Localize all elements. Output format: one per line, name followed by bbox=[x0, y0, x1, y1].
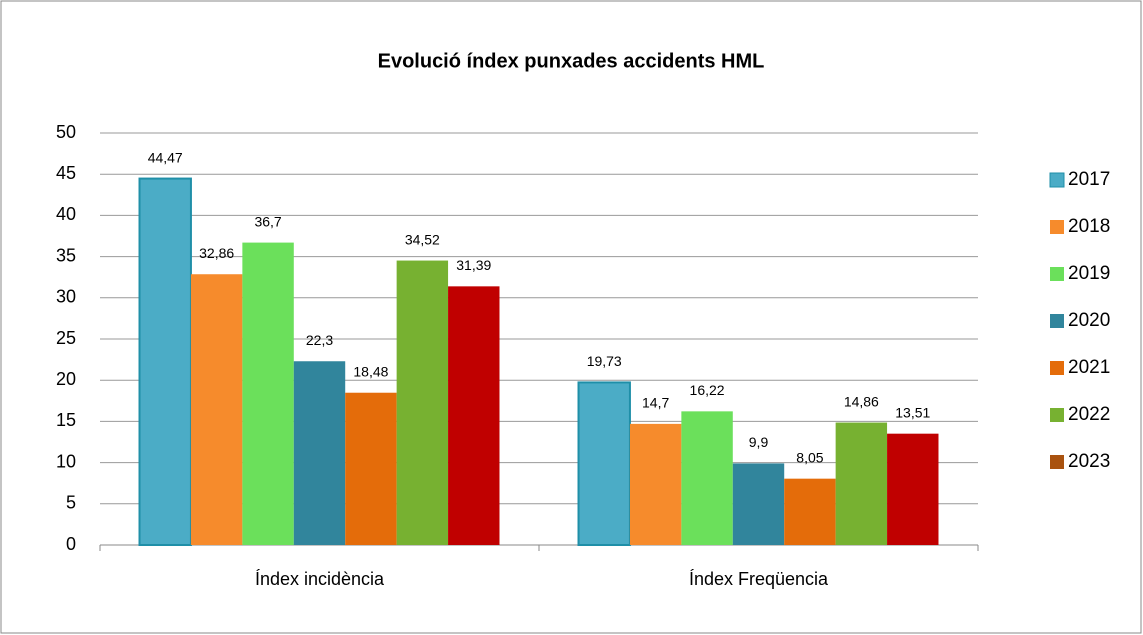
bar bbox=[138, 177, 192, 546]
value-label: 44,47 bbox=[148, 149, 183, 165]
legend-swatch bbox=[1050, 455, 1064, 469]
bar bbox=[293, 361, 346, 545]
bar bbox=[242, 242, 294, 546]
bar bbox=[345, 392, 397, 545]
legend-label: 2017 bbox=[1068, 169, 1110, 190]
y-tick-label: 20 bbox=[56, 369, 76, 389]
value-label: 34,52 bbox=[405, 231, 440, 247]
bar bbox=[784, 478, 836, 545]
value-label: 14,7 bbox=[642, 395, 669, 411]
legend-label: 2020 bbox=[1068, 310, 1110, 331]
legend-label: 2021 bbox=[1068, 357, 1110, 378]
legend-swatch bbox=[1050, 220, 1064, 234]
legend-label: 2019 bbox=[1068, 263, 1110, 284]
value-label: 9,9 bbox=[749, 434, 769, 450]
value-label: 19,73 bbox=[587, 353, 622, 369]
value-label: 32,86 bbox=[199, 245, 234, 261]
y-tick-label: 0 bbox=[66, 534, 76, 554]
y-tick-label: 5 bbox=[66, 493, 76, 513]
value-label: 18,48 bbox=[353, 363, 388, 379]
y-tick-label: 30 bbox=[56, 287, 76, 307]
value-label: 13,51 bbox=[895, 404, 930, 420]
legend-swatch bbox=[1050, 408, 1064, 422]
legend-swatch bbox=[1049, 172, 1065, 188]
bar bbox=[190, 274, 243, 545]
value-label: 16,22 bbox=[690, 382, 725, 398]
bar bbox=[448, 286, 500, 545]
legend-label: 2018 bbox=[1068, 216, 1110, 237]
value-label: 14,86 bbox=[844, 393, 879, 409]
y-tick-label: 45 bbox=[56, 163, 76, 183]
y-tick-label: 35 bbox=[56, 245, 76, 265]
bar bbox=[577, 381, 631, 546]
bar bbox=[681, 411, 733, 545]
y-tick-label: 10 bbox=[56, 451, 76, 471]
x-tick-label: Índex incidència bbox=[255, 569, 385, 589]
value-label: 8,05 bbox=[796, 449, 823, 465]
legend-label: 2023 bbox=[1068, 451, 1110, 472]
legend-swatch bbox=[1050, 314, 1064, 328]
legend-swatch bbox=[1050, 267, 1064, 281]
y-tick-label: 25 bbox=[56, 328, 76, 348]
y-tick-label: 15 bbox=[56, 410, 76, 430]
y-tick-label: 40 bbox=[56, 204, 76, 224]
chart-title: Evolució índex punxades accidents HML bbox=[378, 50, 765, 72]
legend-swatch bbox=[1050, 361, 1064, 375]
bar bbox=[887, 433, 939, 545]
y-tick-label: 50 bbox=[56, 122, 76, 142]
value-label: 31,39 bbox=[456, 257, 491, 273]
value-label: 22,3 bbox=[306, 332, 333, 348]
value-label: 36,7 bbox=[254, 213, 281, 229]
x-tick-label: Índex Freqüencia bbox=[689, 569, 829, 589]
bar bbox=[396, 260, 449, 545]
bar bbox=[629, 423, 682, 545]
bar bbox=[835, 422, 888, 545]
bar bbox=[732, 463, 785, 545]
legend-label: 2022 bbox=[1068, 404, 1110, 425]
